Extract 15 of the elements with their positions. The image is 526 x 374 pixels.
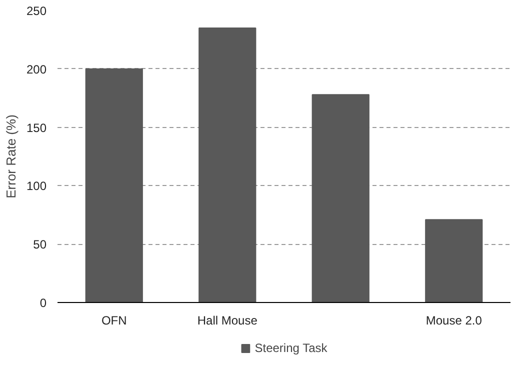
legend-label: Steering Task [254, 341, 328, 355]
y-tick-label: 150 [26, 120, 47, 135]
x-tick-label: OFN [101, 314, 127, 328]
x-tick-label: Mouse 2.0 [426, 314, 482, 328]
y-tick-label: 250 [26, 4, 47, 18]
bar [425, 219, 483, 302]
y-tick-label: 100 [26, 179, 47, 194]
x-tick-label: Hall Mouse [197, 314, 258, 328]
y-axis-title: Error Rate (%) [3, 114, 18, 198]
y-tick-label: 50 [33, 238, 47, 252]
y-tick-label: 0 [40, 296, 47, 310]
y-tick-label: 200 [26, 62, 47, 76]
bar [198, 28, 256, 302]
bar [312, 94, 370, 302]
bar [85, 68, 143, 302]
